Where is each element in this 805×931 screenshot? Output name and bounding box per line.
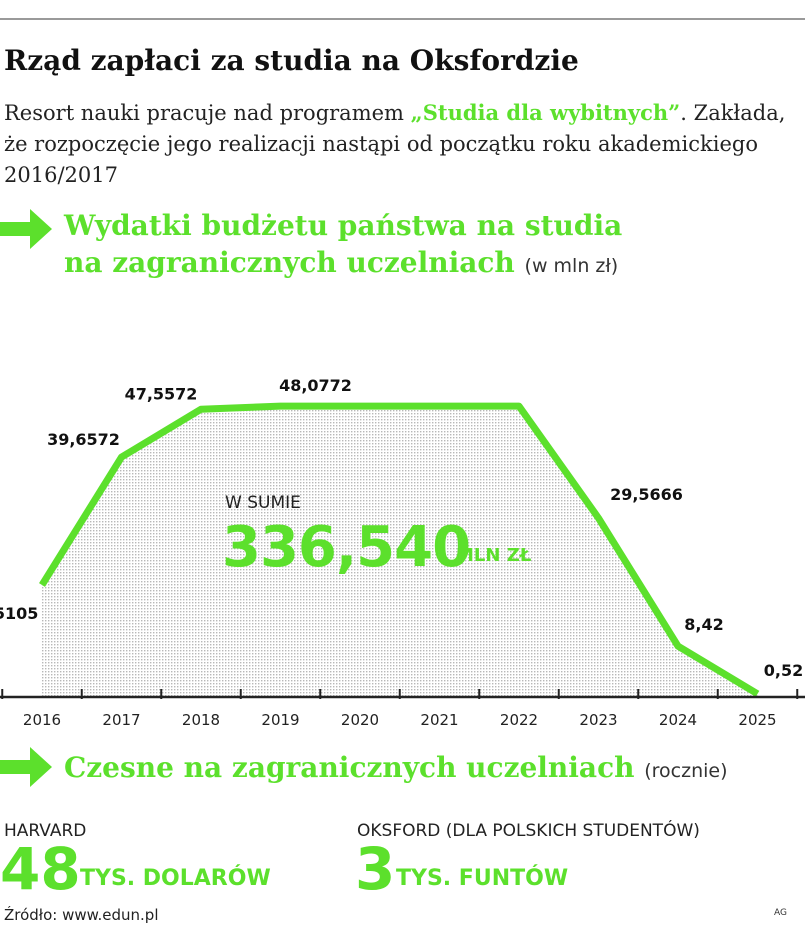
x-tick-label: 2016 [23,711,61,729]
arrow-right-icon [0,209,52,249]
section-title-tuition: Czesne na zagranicznych uczelniach (rocz… [64,749,728,790]
author-initials: AG [774,908,787,918]
x-tick-label: 2019 [261,711,299,729]
arrow-right-icon [0,747,52,787]
oxford-unit: TYS. FUNTÓW [396,866,569,891]
expenses-chart: 2016 2017 2018 2019 2020 2021 2022 2023 2024 2025… [0,376,805,729]
x-tick-label: 2025 [738,711,776,729]
chart-line [39,402,760,697]
x-tick-label: 2021 [420,711,458,729]
description-text: Resort nauki pracuje nad programem [4,101,411,125]
x-tick-label: 2017 [102,711,140,729]
data-label: 47,5572 [125,384,198,403]
x-tick-label: 2023 [579,711,617,729]
program-name: „Studia dla wybitnych” [410,100,681,125]
x-tick-label: 2022 [500,711,538,729]
data-label: 48,0772 [279,376,352,395]
top-divider [0,18,805,20]
harvard-value: 48 [0,835,81,903]
data-label: 29,5666 [610,485,683,504]
harvard-label: HARVARD [4,821,87,841]
chart-area [42,406,758,697]
tuition-title: Czesne na zagranicznych uczelniach [64,751,635,784]
source: Źródło: www.edun.pl [4,906,159,924]
total-label: W SUMIE [225,493,301,513]
tuition-note: (rocznie) [644,760,728,782]
x-tick-label: 2018 [182,711,220,729]
description-text-end: . Zakłada, że rozpoczęcie jego realizacj… [4,101,786,187]
section-title-line1: Wydatki budżetu państwa na studia [64,209,623,242]
total-unit: MLN ZŁ [456,545,532,566]
x-tick-label: 2024 [659,711,697,729]
section-title-line2: na zagranicznych uczelniach [64,246,515,279]
headline: Rząd zapłaci za studia na Oksfordzie [4,44,579,77]
oxford-label: OKSFORD (DLA POLSKICH STUDENTÓW) [357,821,700,841]
harvard-unit: TYS. DOLARÓW [80,866,271,891]
description: Resort nauki pracuje nad programem „Stud… [4,97,804,191]
x-tick-label: 2020 [341,711,379,729]
unit-note: (w mln zł) [524,255,619,277]
oxford-value: 3 [355,835,396,903]
data-label: 0,52 [764,661,803,680]
section-title-expenses: Wydatki budżetu państwa na studia na zag… [64,207,622,285]
data-label: 8,42 [684,615,723,634]
total-value: 336,540 [222,515,471,580]
data-label: 39,6572 [47,430,120,449]
